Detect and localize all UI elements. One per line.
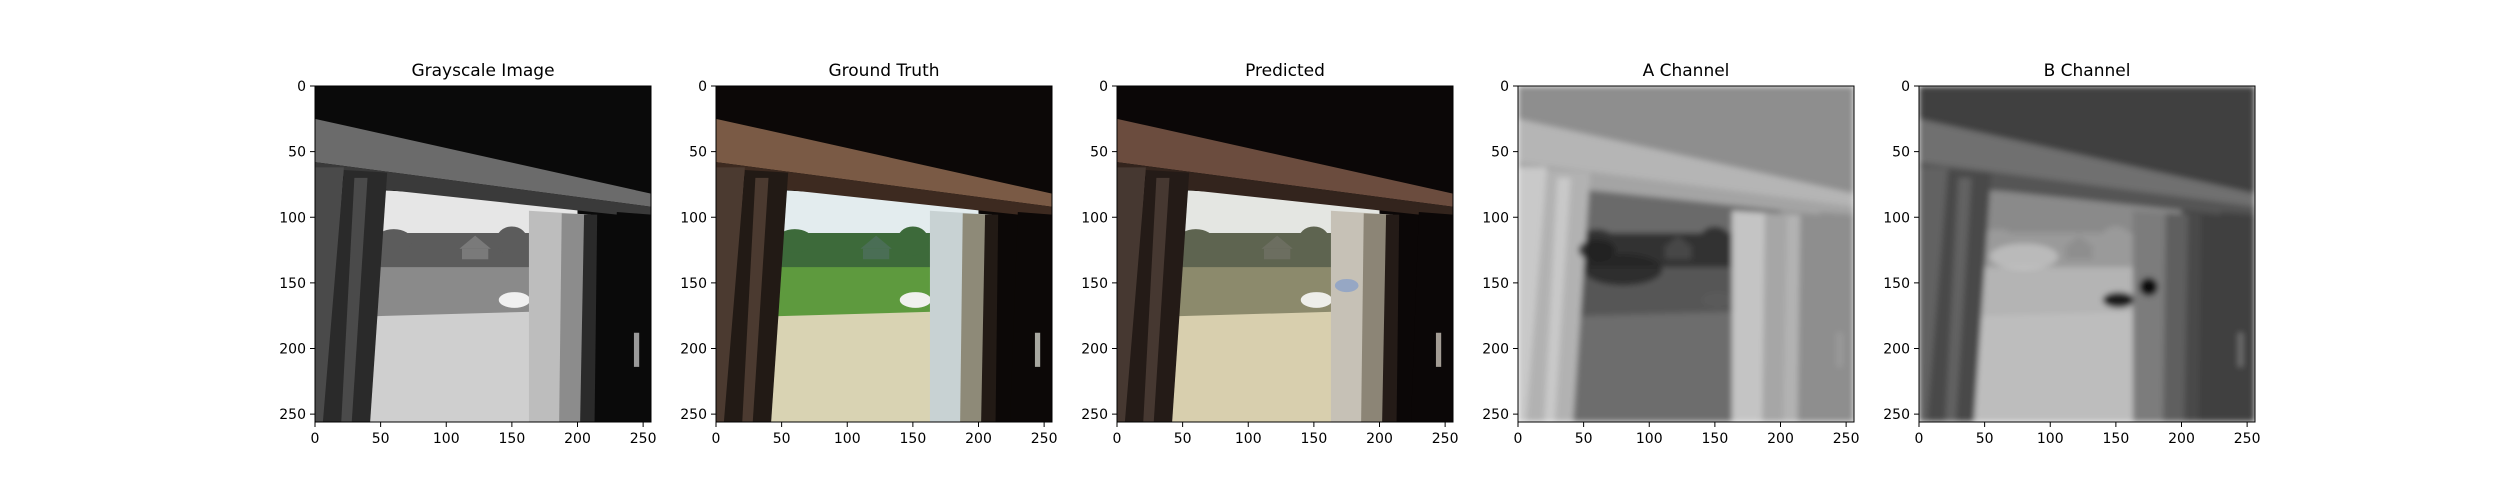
x-tick-label: 200 [965, 431, 992, 447]
car-shape [1701, 292, 1734, 308]
x-tick-label: 250 [630, 431, 657, 447]
y-tick-label: 100 [1883, 210, 1910, 226]
y-tick-label: 100 [279, 210, 306, 226]
x-tick-label: 100 [433, 431, 460, 447]
y-tick-label: 150 [1081, 276, 1108, 292]
panel-color: Ground Truth 0 50 100 150 200 250 0 50 100 150 200 2… [680, 61, 1057, 447]
x-tick-label: 150 [1702, 431, 1729, 447]
panel-image [716, 86, 1052, 422]
car-shape [899, 292, 932, 308]
x-tick-label: 50 [1174, 431, 1192, 447]
panel-title: Ground Truth [828, 61, 939, 81]
x-tick-label: 0 [1113, 431, 1122, 447]
y-tick-label: 200 [279, 342, 306, 358]
x-tick-label: 50 [773, 431, 791, 447]
y-tick-label: 50 [689, 145, 707, 161]
panel-title: Predicted [1245, 61, 1325, 81]
panel-title: A Channel [1643, 61, 1730, 81]
y-tick-label: 100 [1482, 210, 1509, 226]
window-handle [2237, 332, 2244, 367]
y-tick-label: 50 [1491, 145, 1509, 161]
x-tick-label: 150 [900, 431, 927, 447]
panel-image [1518, 86, 1854, 422]
y-tick-label: 0 [1099, 79, 1108, 95]
y-tick-label: 200 [1482, 342, 1509, 358]
x-tick-label: 250 [2234, 431, 2261, 447]
panel-b-channel: B Channel 0 50 100 150 200 250 0 50 100 150 200 250 [1883, 61, 2260, 447]
y-tick-label: 50 [288, 145, 306, 161]
window-handle [633, 332, 640, 367]
car-shape [2102, 292, 2135, 308]
x-tick-label: 150 [1301, 431, 1328, 447]
x-tick-label: 0 [311, 431, 320, 447]
x-tick-label: 0 [712, 431, 721, 447]
y-tick-label: 250 [680, 407, 707, 423]
window-handle [1034, 332, 1041, 367]
panel-grayscale: Grayscale Image 0 50 100 150 200 250 0 50 100 150 2… [279, 61, 656, 447]
x-tick-label: 200 [2168, 431, 2195, 447]
x-tick-label: 50 [1575, 431, 1593, 447]
y-tick-label: 150 [279, 276, 306, 292]
y-tick-label: 50 [1892, 145, 1910, 161]
panel-image [315, 86, 651, 422]
y-tick-label: 0 [1500, 79, 1509, 95]
x-tick-label: 150 [2103, 431, 2130, 447]
x-tick-label: 100 [1235, 431, 1262, 447]
y-tick-label: 250 [279, 407, 306, 423]
car-shape [498, 292, 531, 308]
x-tick-label: 100 [834, 431, 861, 447]
x-tick-label: 0 [1514, 431, 1523, 447]
y-tick-label: 0 [1901, 79, 1910, 95]
x-tick-label: 100 [1636, 431, 1663, 447]
x-tick-label: 250 [1031, 431, 1058, 447]
y-tick-label: 200 [1883, 342, 1910, 358]
y-tick-label: 150 [1482, 276, 1509, 292]
x-tick-label: 50 [1976, 431, 1994, 447]
axes-frame [715, 85, 1053, 423]
y-tick-label: 50 [1090, 145, 1108, 161]
axes-frame [1116, 85, 1454, 423]
x-tick-label: 100 [2037, 431, 2064, 447]
window-view [347, 188, 578, 422]
panel-title: Grayscale Image [411, 61, 554, 81]
y-tick-label: 250 [1081, 407, 1108, 423]
y-tick-label: 150 [1883, 276, 1910, 292]
x-tick-label: 50 [372, 431, 390, 447]
x-tick-label: 200 [1767, 431, 1794, 447]
window-handle [1836, 332, 1843, 367]
y-tick-label: 100 [1081, 210, 1108, 226]
panel-predicted: Predicted 0 50 100 150 200 250 0 50 100 150 200 250 [1081, 61, 1458, 447]
axes-frame [1918, 85, 2256, 423]
x-tick-label: 250 [1833, 431, 1860, 447]
x-tick-label: 250 [1432, 431, 1459, 447]
axes-frame [314, 85, 652, 423]
x-tick-label: 150 [499, 431, 526, 447]
y-tick-label: 250 [1883, 407, 1910, 423]
y-tick-label: 200 [680, 342, 707, 358]
panel-image [1117, 86, 1453, 422]
x-tick-label: 0 [1915, 431, 1924, 447]
window-view [748, 188, 979, 422]
panel-image [1919, 86, 2255, 422]
axes-frame [1517, 85, 1855, 423]
panel-a-channel: A Channel 0 50 100 150 200 250 0 50 100 150 200 250 [1482, 61, 1859, 447]
y-tick-label: 0 [698, 79, 707, 95]
car-shape [1300, 292, 1333, 308]
window-view [1149, 188, 1380, 422]
y-tick-label: 250 [1482, 407, 1509, 423]
y-tick-label: 150 [680, 276, 707, 292]
panel-title: B Channel [2044, 61, 2131, 81]
x-tick-label: 200 [564, 431, 591, 447]
y-tick-label: 100 [680, 210, 707, 226]
x-tick-label: 200 [1366, 431, 1393, 447]
y-tick-label: 0 [297, 79, 306, 95]
window-handle [1435, 332, 1442, 367]
y-tick-label: 200 [1081, 342, 1108, 358]
